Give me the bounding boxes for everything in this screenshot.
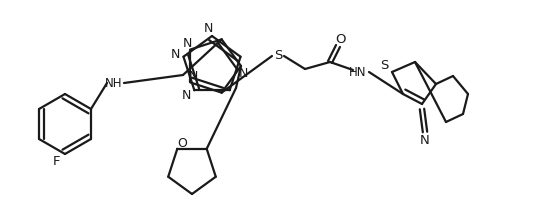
- Text: N: N: [203, 22, 213, 34]
- Text: N: N: [171, 48, 180, 61]
- Text: NH: NH: [105, 77, 123, 90]
- Text: S: S: [380, 58, 388, 71]
- Text: N: N: [189, 70, 198, 83]
- Text: F: F: [53, 155, 60, 168]
- Text: N: N: [181, 89, 191, 102]
- Text: N: N: [420, 134, 430, 146]
- Text: HN: HN: [349, 65, 367, 78]
- Text: N: N: [183, 37, 192, 50]
- Text: O: O: [177, 137, 187, 150]
- Text: S: S: [274, 49, 282, 62]
- Text: N: N: [238, 67, 247, 80]
- Text: O: O: [335, 32, 345, 45]
